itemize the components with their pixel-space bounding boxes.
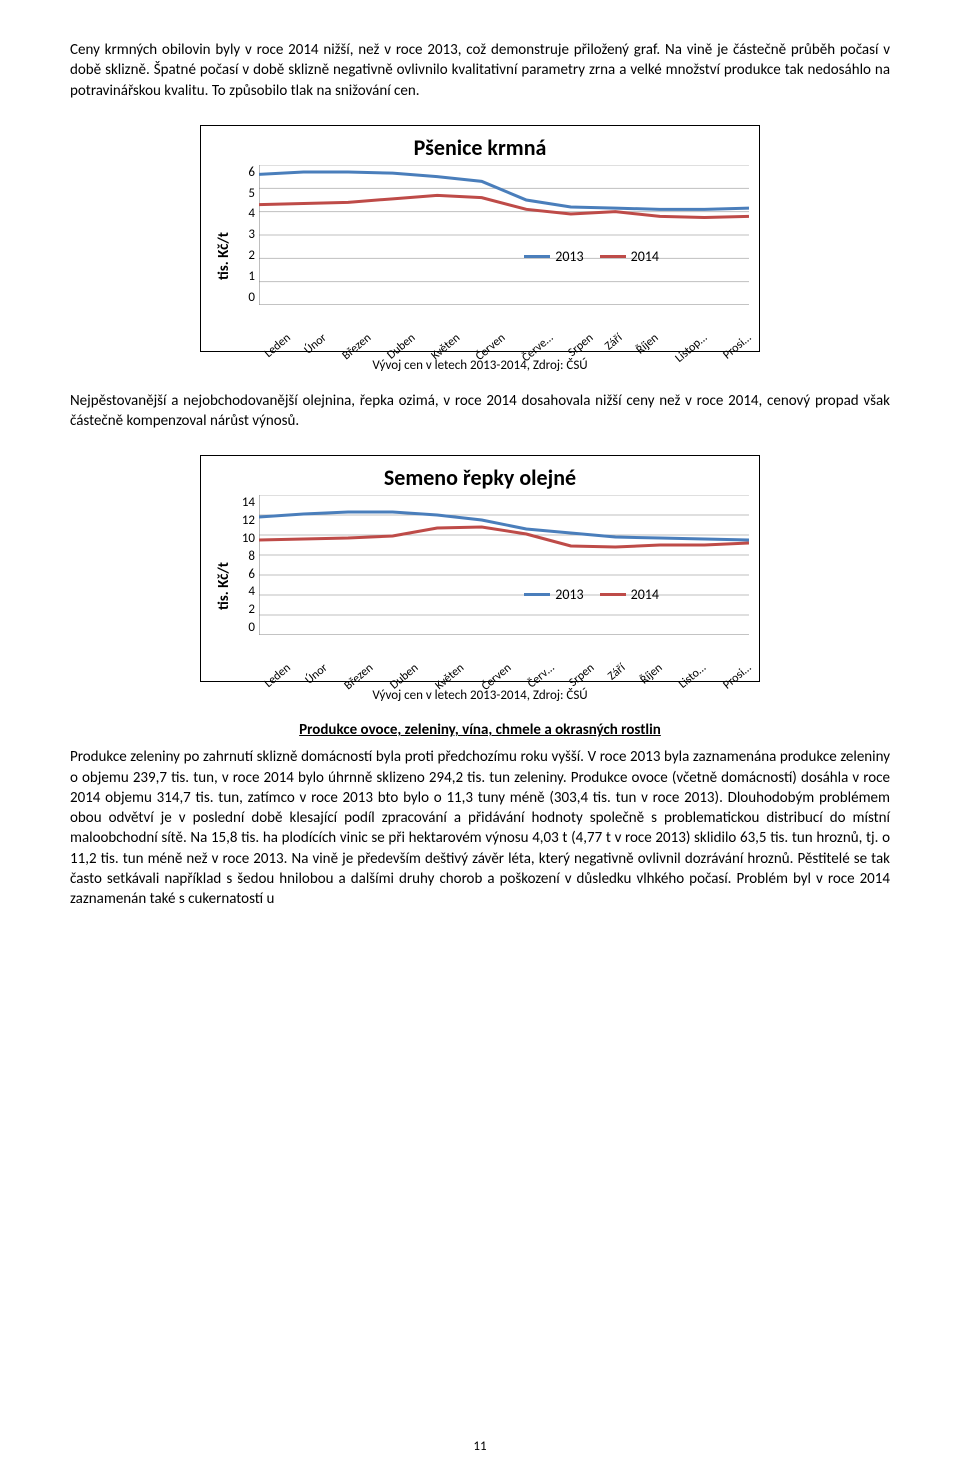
y-axis-label: tis. Kč/t (211, 165, 237, 347)
chart-legend: 2013 2014 (524, 248, 659, 265)
intro-paragraph-2: Nejpěstovanější a nejobchodovanější olej… (70, 391, 890, 432)
legend-swatch (524, 593, 550, 596)
x-axis-ticks: LedenÚnorBřezenDubenKvětenČervenČerv…Srp… (259, 635, 749, 677)
y-tick-label: 2 (237, 248, 255, 263)
y-tick-label: 12 (237, 513, 255, 528)
x-tick-label: Prosi… (720, 331, 770, 382)
x-tick-label: Březen (342, 661, 393, 713)
y-tick-label: 2 (237, 602, 255, 617)
x-tick-label: Listo… (676, 661, 725, 711)
y-tick-label: 0 (237, 290, 255, 305)
x-tick-label: Březen (340, 331, 391, 383)
intro-paragraph-1: Ceny krmných obilovin byly v roce 2014 n… (70, 40, 890, 101)
y-tick-label: 6 (237, 165, 255, 180)
chart-title: Semeno řepky olejné (211, 464, 749, 491)
page-number: 11 (0, 1439, 960, 1454)
x-tick-label: Duben (384, 331, 434, 382)
x-tick-label: Květen (433, 661, 484, 713)
y-axis-ticks: 14 12 10 8 6 4 2 0 (237, 495, 259, 635)
paragraph-produce: Produkce zeleniny po zahrnutí sklizně do… (70, 747, 890, 909)
legend-label: 2013 (555, 586, 583, 603)
x-tick-label: Duben (388, 661, 438, 712)
x-tick-label: Leden (262, 331, 310, 381)
y-tick-label: 8 (237, 549, 255, 564)
x-tick-label: Červ… (525, 661, 574, 711)
y-tick-label: 3 (237, 227, 255, 242)
x-tick-label: Květen (428, 331, 479, 383)
section-heading-produce: Produkce ovoce, zeleniny, vína, chmele a… (70, 721, 890, 739)
legend-label: 2014 (631, 248, 659, 265)
x-tick-label: Leden (262, 661, 310, 711)
legend-item: 2013 (524, 586, 583, 603)
x-tick-label: Listop… (673, 331, 727, 386)
y-axis-ticks: 6 5 4 3 2 1 0 (237, 165, 259, 305)
y-tick-label: 4 (237, 206, 255, 221)
legend-swatch (524, 255, 550, 258)
chart-title: Pšenice krmná (211, 134, 749, 161)
y-axis-label: tis. Kč/t (211, 495, 237, 677)
y-tick-label: 14 (237, 495, 255, 510)
y-tick-label: 6 (237, 567, 255, 582)
y-tick-label: 1 (237, 269, 255, 284)
legend-label: 2013 (555, 248, 583, 265)
x-tick-label: Červen (473, 331, 525, 384)
y-tick-label: 0 (237, 620, 255, 635)
legend-item: 2013 (524, 248, 583, 265)
y-tick-label: 4 (237, 584, 255, 599)
legend-label: 2014 (631, 586, 659, 603)
y-tick-label: 5 (237, 186, 255, 201)
y-tick-label: 10 (237, 531, 255, 546)
legend-item: 2014 (600, 586, 659, 603)
x-tick-label: Červen (479, 661, 531, 714)
chart-rapeseed: Semeno řepky olejné tis. Kč/t 14 12 10 8 6 4 2… (200, 455, 760, 682)
chart-legend: 2013 2014 (524, 586, 659, 603)
x-axis-ticks: LedenÚnorBřezenDubenKvětenČervenČerve…Sr… (259, 305, 749, 347)
chart-wheat: Pšenice krmná tis. Kč/t 6 5 4 3 2 1 0 LedenÚno… (200, 125, 760, 352)
legend-swatch (600, 593, 626, 596)
legend-item: 2014 (600, 248, 659, 265)
x-tick-label: Červe… (519, 331, 572, 385)
x-tick-label: Prosi… (720, 661, 770, 712)
legend-swatch (600, 255, 626, 258)
